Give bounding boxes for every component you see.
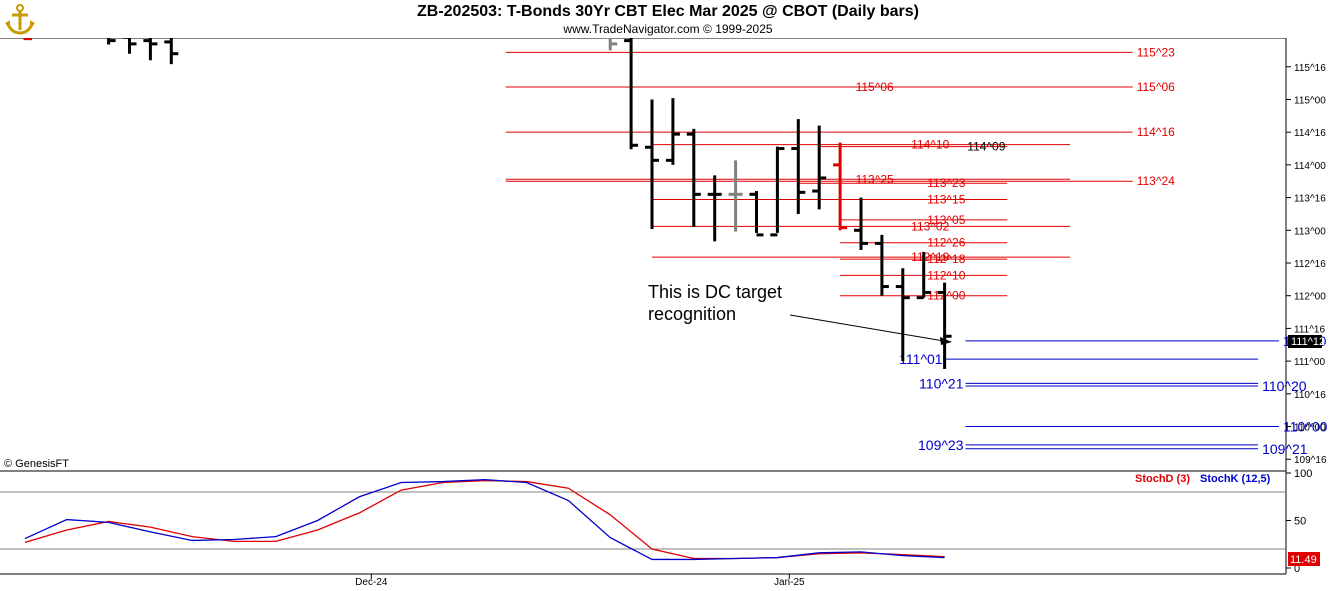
price-bar bbox=[122, 35, 137, 54]
level-label: 113^23 bbox=[927, 176, 965, 190]
price-bar bbox=[833, 142, 848, 231]
price-bar bbox=[937, 282, 952, 369]
annotation-line-2: recognition bbox=[648, 304, 736, 324]
stoch-tick-label: 0 bbox=[1294, 563, 1300, 575]
stochastic-y-axis: 100 50 0 bbox=[1286, 468, 1312, 575]
price-tick-label: 109^16 bbox=[1294, 455, 1327, 466]
time-tick-label: Dec-24 bbox=[355, 577, 388, 588]
price-bar bbox=[812, 125, 827, 210]
price-tick-label: 112^16 bbox=[1294, 259, 1326, 270]
price-tick-label: 111^00 bbox=[1294, 357, 1325, 368]
level-label: 113^02 bbox=[911, 219, 949, 233]
price-tick-label: 111^16 bbox=[1294, 324, 1325, 335]
copyright-label: © GenesisFT bbox=[4, 458, 69, 470]
level-label: 115^06 bbox=[1137, 80, 1175, 94]
price-bar bbox=[895, 268, 910, 362]
level-label: 115^06 bbox=[856, 80, 894, 94]
chart-header: ZB-202503: T-Bonds 30Yr CBT Elec Mar 202… bbox=[0, 0, 1336, 38]
price-tick-label: 110^16 bbox=[1294, 390, 1326, 401]
price-bar bbox=[874, 234, 889, 296]
price-bar bbox=[645, 99, 659, 229]
annotation-line-1: This is DC target bbox=[648, 282, 782, 302]
level-label: 112^19 bbox=[911, 250, 949, 264]
level-label: 114^09 bbox=[967, 140, 1005, 154]
stoch-tick-label: 100 bbox=[1294, 468, 1312, 480]
stoch-last-box bbox=[1288, 552, 1320, 566]
price-bar bbox=[770, 146, 785, 237]
level-label: 114^16 bbox=[1137, 125, 1175, 139]
level-label: 110^21 bbox=[919, 375, 964, 391]
level-label: 112^26 bbox=[927, 236, 965, 250]
level-label: 114^10 bbox=[911, 138, 949, 152]
price-bar bbox=[686, 128, 701, 228]
price-tick-label: 113^16 bbox=[1294, 194, 1326, 205]
price-tick-label: 115^00 bbox=[1294, 95, 1326, 106]
level-label: 113^05 bbox=[927, 213, 965, 227]
stoch-legend-label: StochD (3) bbox=[1135, 473, 1190, 485]
price-bar bbox=[603, 35, 618, 51]
stoch-tick-label: 50 bbox=[1294, 516, 1306, 528]
price-bar bbox=[916, 251, 931, 300]
price-bar bbox=[749, 191, 764, 237]
chart-title: ZB-202503: T-Bonds 30Yr CBT Elec Mar 202… bbox=[417, 3, 919, 20]
stoch-series-line bbox=[24, 478, 945, 561]
price-bar bbox=[143, 38, 158, 61]
time-x-axis: Dec-24 Jan-25 bbox=[355, 574, 805, 588]
level-label: 112^10 bbox=[927, 268, 965, 282]
last-price-label: 111^12 bbox=[1291, 336, 1325, 348]
stoch-legend-label: StochK (12,5) bbox=[1200, 473, 1271, 485]
anchor-logo-icon bbox=[3, 2, 37, 36]
level-label: 110^20 bbox=[1262, 378, 1307, 394]
price-tick-label: 112^00 bbox=[1294, 292, 1326, 303]
price-tick-label: 113^00 bbox=[1294, 226, 1326, 237]
price-bar bbox=[707, 175, 722, 242]
level-label: 110^00 bbox=[1283, 419, 1328, 435]
annotation-arrow bbox=[789, 314, 952, 345]
level-label: 109^23 bbox=[918, 437, 964, 453]
panel-frames bbox=[0, 37, 1287, 575]
chart-subtitle: www.TradeNavigator.com © 1999-2025 bbox=[563, 22, 773, 36]
price-tick-label: 114^00 bbox=[1294, 161, 1326, 172]
price-bar bbox=[665, 98, 680, 165]
price-bar bbox=[854, 197, 868, 250]
price-tick-label: 110^00 bbox=[1294, 423, 1326, 434]
stoch-last-label: 11.49 bbox=[1290, 554, 1317, 566]
price-bar bbox=[791, 119, 806, 214]
level-label: 111^01 bbox=[899, 351, 943, 367]
price-bars bbox=[18, 32, 952, 369]
price-tick-label: 114^16 bbox=[1294, 128, 1326, 139]
price-bar bbox=[624, 38, 639, 150]
level-label: 113^24 bbox=[1137, 174, 1175, 188]
price-bar bbox=[728, 160, 743, 232]
level-label: 113^15 bbox=[927, 193, 965, 207]
last-price-box bbox=[1288, 335, 1322, 348]
price-y-axis: 115^16 115^00 114^16 114^00 113^16 113^00 112^… bbox=[1286, 63, 1327, 466]
target-levels: 115^23 115^06 115^06 114^16 114^10 114^09 113^… bbox=[505, 45, 1328, 457]
level-label: 113^25 bbox=[856, 172, 894, 186]
time-tick-label: Jan-25 bbox=[774, 577, 805, 588]
price-bar bbox=[164, 38, 179, 65]
level-label: 112^00 bbox=[927, 289, 965, 303]
level-label: 112^18 bbox=[927, 252, 965, 266]
stochastic-panel: StochD (3) StochK (12,5) bbox=[0, 473, 1286, 561]
level-label: 115^23 bbox=[1137, 45, 1175, 59]
level-label: 109^21 bbox=[1262, 441, 1308, 457]
price-tick-label: 115^16 bbox=[1294, 63, 1326, 74]
